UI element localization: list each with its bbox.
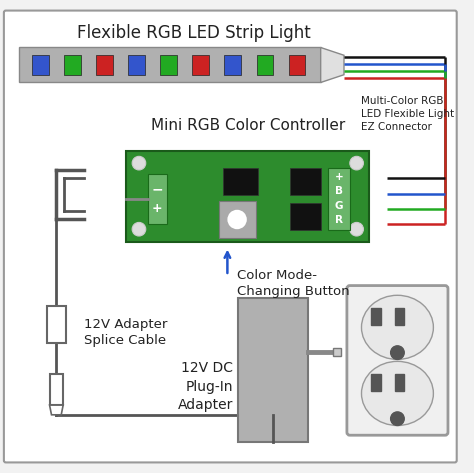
Bar (192, 55, 209, 75)
Ellipse shape (362, 295, 433, 359)
Bar (160, 55, 177, 75)
Circle shape (228, 210, 247, 229)
Bar (290, 203, 321, 230)
Bar (50, 374, 63, 405)
Text: +: + (152, 202, 163, 215)
Text: 12V DC
Plug-In
Adapter: 12V DC Plug-In Adapter (178, 361, 233, 412)
Bar (127, 150, 369, 242)
Text: Mini RGB Color Controller: Mini RGB Color Controller (151, 118, 345, 133)
Circle shape (132, 157, 146, 170)
Bar (96, 55, 113, 75)
Circle shape (391, 346, 404, 359)
Text: Multi-Color RGB
LED Flexible Light
EZ Connector: Multi-Color RGB LED Flexible Light EZ Co… (362, 96, 455, 132)
Circle shape (132, 222, 146, 236)
Polygon shape (321, 47, 344, 82)
Circle shape (391, 412, 404, 426)
Text: Flexible RGB LED Strip Light: Flexible RGB LED Strip Light (77, 24, 311, 42)
Ellipse shape (362, 361, 433, 426)
Bar (19, 47, 321, 82)
FancyBboxPatch shape (4, 10, 457, 463)
Text: 12V Adapter
Splice Cable: 12V Adapter Splice Cable (83, 318, 167, 347)
Bar (219, 201, 255, 238)
Bar (394, 374, 404, 392)
Text: B: B (335, 186, 343, 196)
Bar (128, 55, 145, 75)
Bar (238, 298, 308, 442)
Bar (328, 168, 350, 230)
Text: R: R (335, 216, 343, 226)
FancyBboxPatch shape (347, 286, 448, 435)
Text: −: − (152, 183, 163, 196)
Polygon shape (50, 405, 63, 415)
Bar (289, 55, 305, 75)
Circle shape (350, 222, 364, 236)
Bar (290, 168, 321, 195)
Text: +: + (335, 172, 344, 182)
Text: Color Mode-
Changing Button: Color Mode- Changing Button (237, 269, 350, 298)
Bar (224, 168, 257, 195)
Bar (371, 374, 381, 392)
Bar (64, 55, 81, 75)
Bar (394, 308, 404, 325)
Bar (256, 55, 273, 75)
Text: G: G (335, 201, 343, 211)
Bar (148, 174, 167, 224)
Circle shape (350, 157, 364, 170)
Bar (46, 306, 66, 343)
Bar (32, 55, 49, 75)
Bar (371, 308, 381, 325)
Bar (225, 55, 241, 75)
Bar (333, 348, 341, 356)
